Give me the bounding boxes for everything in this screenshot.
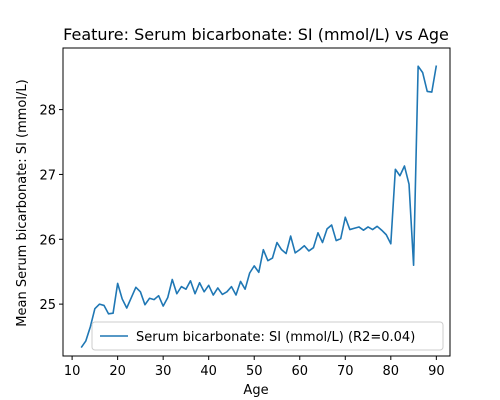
x-tick-label: 10 [64, 364, 81, 379]
x-tick-label: 60 [291, 364, 308, 379]
plot-frame [62, 47, 451, 357]
legend-label: Serum bicarbonate: SI (mmol/L) (R2=0.04) [136, 330, 415, 345]
y-tick-label: 25 [39, 298, 56, 313]
x-tick-label: 50 [246, 364, 263, 379]
x-axis-title: Age [243, 383, 268, 398]
x-tick-label: 90 [428, 364, 445, 379]
y-tick-label: 27 [39, 168, 56, 183]
x-tick-label: 80 [383, 364, 400, 379]
x-tick-label: 20 [109, 364, 126, 379]
y-tick-label: 26 [39, 233, 56, 248]
series-line [80, 65, 438, 349]
y-tick-label: 28 [39, 104, 56, 119]
chart-title: Feature: Serum bicarbonate: SI (mmol/L) … [63, 25, 449, 44]
x-tick-label: 70 [337, 364, 354, 379]
y-axis-title: Mean Serum bicarbonate: SI (mmol/L) [15, 79, 30, 326]
legend-box [91, 321, 444, 351]
x-tick-label: 30 [155, 364, 172, 379]
x-tick-label: 40 [200, 364, 217, 379]
